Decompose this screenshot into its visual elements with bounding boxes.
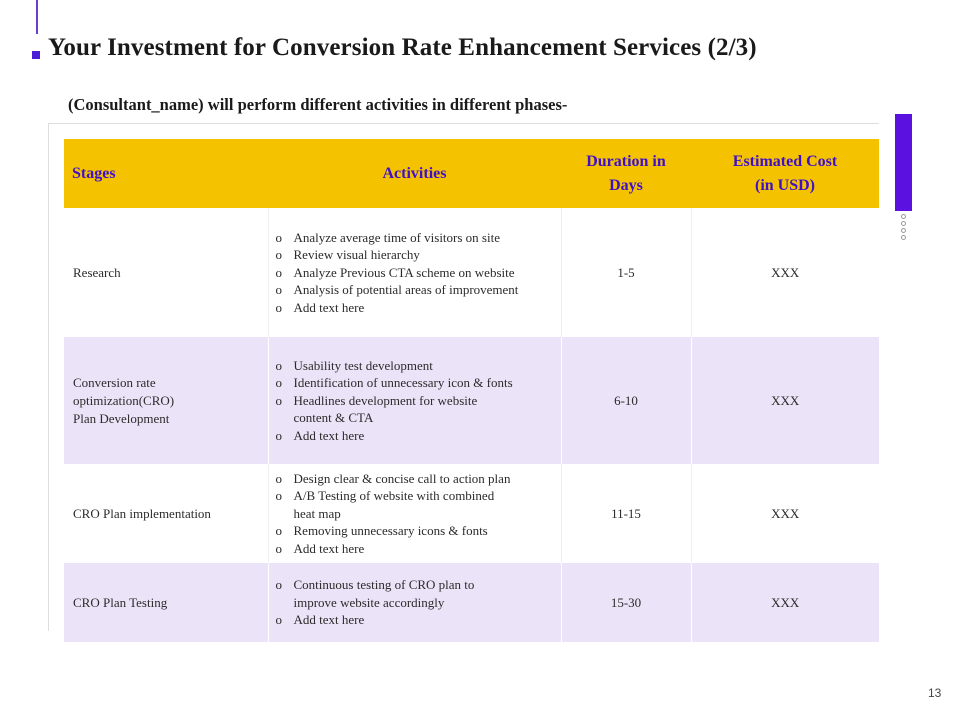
activity-item: o Usability test development	[276, 357, 557, 375]
cost-cell: XXX	[691, 464, 879, 563]
bullet-o-icon: o	[275, 612, 283, 628]
activity-text: improve website accordingly	[293, 594, 445, 610]
activity-text: Add text here	[293, 427, 365, 443]
stage-label-line: Research	[73, 264, 121, 280]
bullet-o-icon: o	[275, 488, 283, 504]
slide-title: Your Investment for Conversion Rate Enha…	[48, 34, 757, 61]
stage-cell: CRO Plan Testing	[64, 563, 269, 642]
activity-item: o Analyze average time of visitors on sit…	[276, 229, 557, 247]
bullet-o-icon: o	[275, 470, 283, 486]
stage-label-line: CRO Plan Testing	[73, 594, 168, 610]
stage-cell: Research	[64, 208, 269, 337]
title-bullet-icon	[32, 51, 40, 59]
activity-item: o Analyze Previous CTA scheme on website	[276, 264, 557, 282]
investment-table: Stages Activities Duration in Days Estima…	[64, 139, 879, 642]
table-row: Conversion rate optimization(CRO) Plan Dev…	[64, 337, 879, 464]
table-row: Research o Analyze average time of visitor…	[64, 208, 879, 337]
activity-item: o Headlines development for website conten…	[276, 392, 557, 427]
activity-text: Removing unnecessary icons & fonts	[293, 523, 488, 539]
activity-list: o Usability test development o Identificati…	[269, 357, 561, 445]
header-duration: Duration in Days	[561, 139, 691, 208]
activity-item: o Add text here	[276, 427, 557, 445]
bullet-o-icon: o	[275, 375, 283, 391]
activity-item: o Review visual hierarchy	[276, 246, 557, 264]
duration-cell: 11-15	[561, 464, 692, 563]
activity-item: o Design clear & concise call to action p…	[276, 470, 557, 488]
stage-label-line: Plan Development	[73, 410, 170, 426]
duration-cell: 15-30	[561, 563, 692, 642]
activity-text: Usability test development	[293, 357, 433, 373]
bullet-o-icon: o	[275, 264, 283, 280]
header-activities: Activities	[268, 139, 561, 208]
duration-cell: 1-5	[561, 208, 692, 337]
header-cost: Estimated Cost (in USD)	[691, 139, 879, 208]
activity-item: o Add text here	[276, 611, 557, 629]
slide-subtitle: (Consultant_name) will perform different…	[68, 95, 568, 114]
side-accent-bar	[895, 114, 912, 211]
bullet-o-icon: o	[275, 540, 283, 556]
activity-item: o Add text here	[276, 299, 557, 317]
cost-cell: XXX	[691, 208, 879, 337]
activity-text: Analyze average time of visitors on site	[293, 229, 501, 245]
stage-label-line: CRO Plan implementation	[73, 505, 211, 521]
bullet-o-icon: o	[275, 247, 283, 263]
activity-text: Design clear & concise call to action pl…	[293, 470, 511, 486]
table-row: CRO Plan Testing o Continuous testing of C…	[64, 563, 879, 642]
activity-item: o Continuous testing of CRO plan to improv…	[276, 576, 557, 611]
table-header-row: Stages Activities Duration in Days Estima…	[64, 139, 879, 208]
activity-text: Add text here	[293, 299, 365, 315]
bullet-o-icon: o	[275, 392, 283, 408]
stage-cell: CRO Plan implementation	[64, 464, 269, 563]
bullet-o-icon: o	[275, 523, 283, 539]
cost-cell: XXX	[691, 563, 879, 642]
activity-text: Analysis of potential areas of improveme…	[293, 282, 519, 298]
activity-item: o Analysis of potential areas of improvem…	[276, 281, 557, 299]
frame-left-line	[48, 123, 49, 631]
activity-text: Add text here	[293, 540, 365, 556]
bullet-o-icon: o	[275, 282, 283, 298]
activity-text: Add text here	[293, 612, 365, 628]
bullet-o-icon: o	[275, 577, 283, 593]
frame-top-line	[48, 123, 879, 124]
activity-item: o Identification of unnecessary icon & fo…	[276, 374, 557, 392]
header-stages: Stages	[64, 139, 268, 208]
side-dots-icon	[900, 214, 908, 242]
activity-text: Review visual hierarchy	[293, 247, 420, 263]
activity-text: Continuous testing of CRO plan to	[293, 577, 475, 593]
bullet-o-icon: o	[275, 357, 283, 373]
activity-item: o Removing unnecessary icons & fonts	[276, 522, 557, 540]
activity-list: o Analyze average time of visitors on sit…	[269, 229, 561, 317]
stage-label-line: Conversion rate	[73, 374, 156, 390]
stage-label-line: optimization(CRO)	[73, 392, 175, 408]
activity-text: Identification of unnecessary icon & fon…	[293, 375, 513, 391]
activity-text: Headlines development for website	[293, 392, 478, 408]
bullet-o-icon: o	[275, 229, 283, 245]
duration-cell: 6-10	[561, 337, 692, 464]
stage-cell: Conversion rate optimization(CRO) Plan Dev…	[64, 337, 269, 464]
activity-text: A/B Testing of website with combined	[293, 488, 495, 504]
activity-text: Analyze Previous CTA scheme on website	[293, 264, 515, 280]
activity-text: heat map	[293, 505, 341, 521]
activity-list: o Design clear & concise call to action p…	[269, 470, 561, 558]
bullet-o-icon: o	[275, 427, 283, 443]
bullet-o-icon: o	[275, 299, 283, 315]
activities-cell: o Usability test development o Identificati…	[268, 337, 562, 464]
table-row: CRO Plan implementation o Design clear & c…	[64, 464, 879, 563]
activities-cell: o Analyze average time of visitors on sit…	[268, 208, 562, 337]
activity-item: o Add text here	[276, 540, 557, 558]
activity-list: o Continuous testing of CRO plan to improv…	[269, 576, 561, 629]
page-number: 13	[928, 686, 942, 700]
activity-text: content & CTA	[293, 410, 374, 426]
cost-cell: XXX	[691, 337, 879, 464]
activities-cell: o Design clear & concise call to action p…	[268, 464, 562, 563]
top-accent-line	[36, 0, 38, 34]
activities-cell: o Continuous testing of CRO plan to improv…	[268, 563, 562, 642]
activity-item: o A/B Testing of website with combined hea…	[276, 487, 557, 522]
